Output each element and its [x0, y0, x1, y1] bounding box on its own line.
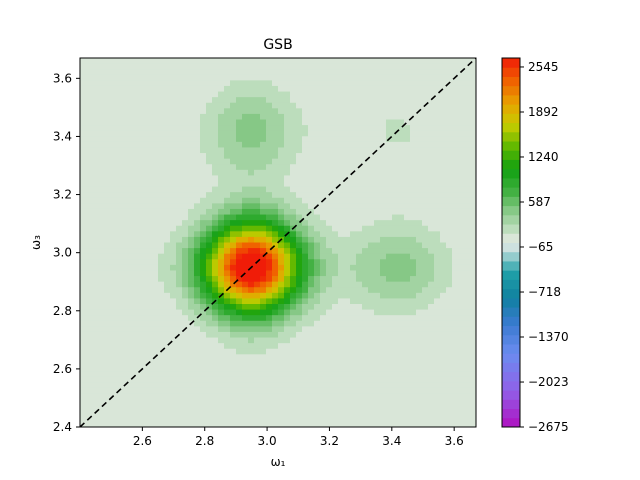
y-tick-label: 3.0: [53, 246, 72, 260]
colorbar-level: [502, 288, 520, 299]
colorbar-level: [502, 362, 520, 373]
colorbar-level: [502, 417, 520, 428]
y-tick-label: 2.6: [53, 362, 72, 376]
colorbar-level: [502, 205, 520, 216]
colorbar-level: [502, 242, 520, 253]
y-axis: 2.4 2.6 2.8 3.0 3.2 3.4 3.6: [53, 71, 80, 434]
x-axis-label: ω₁: [271, 455, 286, 469]
diagonal-line: [80, 58, 476, 427]
colorbar-level: [502, 251, 520, 262]
colorbar-level: [502, 334, 520, 345]
colorbar-tick-label: 1892: [528, 105, 559, 119]
colorbar-level: [502, 113, 520, 124]
colorbar-level: [502, 141, 520, 151]
colorbar-level: [502, 353, 520, 363]
colorbar-level: [502, 94, 520, 105]
colorbar-level: [502, 399, 520, 410]
colorbar-level: [502, 67, 520, 77]
colorbar-level: [502, 122, 520, 133]
colorbar-tick-label: −1370: [528, 330, 569, 344]
colorbar-tick-label: −65: [528, 240, 553, 254]
colorbar-level: [502, 168, 520, 179]
chart-title: GSB: [263, 37, 292, 53]
colorbar-tick-label: 587: [528, 195, 551, 209]
y-tick-label: 3.2: [53, 188, 72, 202]
colorbar-level: [502, 187, 520, 197]
colorbar-level: [502, 380, 520, 391]
colorbar-level: [502, 371, 520, 382]
contour-fill: [80, 58, 476, 427]
colorbar-ticks: 2545 1892 1240 587 −65 −718 −1370 −2023 −2675: [520, 60, 569, 434]
colorbar-level: [502, 159, 520, 170]
plot-frame: [79, 57, 477, 428]
y-tick-label: 2.8: [53, 304, 72, 318]
colorbar-tick-label: 2545: [528, 60, 559, 74]
colorbar-level: [502, 297, 520, 308]
colorbar-level: [502, 233, 520, 243]
y-tick-label: 3.6: [53, 71, 72, 85]
colorbar-level: [502, 307, 520, 317]
x-tick-label: 2.6: [133, 434, 152, 448]
colorbar-level: [502, 325, 520, 336]
colorbar-tick-label: −2675: [528, 420, 569, 434]
colorbar-level: [502, 279, 520, 290]
x-tick-label: 3.6: [445, 434, 464, 448]
colorbar-level: [502, 316, 520, 327]
colorbar-tick-label: −2023: [528, 375, 569, 389]
y-axis-label: ω₃: [29, 235, 43, 250]
colorbar-level: [502, 76, 520, 87]
colorbar-level: [502, 131, 520, 142]
y-tick-label: 2.4: [53, 420, 72, 434]
colorbar-level: [502, 177, 520, 188]
colorbar-level: [502, 260, 520, 271]
colorbar-tick-label: 1240: [528, 150, 559, 164]
x-tick-label: 2.8: [195, 434, 214, 448]
colorbar-tick-label: −718: [528, 285, 561, 299]
x-tick-label: 3.0: [258, 434, 277, 448]
colorbar-level: [502, 270, 520, 280]
colorbar-frame: [501, 57, 521, 428]
colorbar-level: [502, 58, 520, 68]
colorbar-level: [502, 390, 520, 400]
x-tick-label: 3.2: [320, 434, 339, 448]
colorbar-level: [502, 224, 520, 234]
y-tick-label: 3.4: [53, 129, 72, 143]
colorbar-level: [502, 214, 520, 225]
colorbar-level: [502, 196, 520, 207]
colorbar-level: [502, 343, 520, 354]
colorbar: [501, 57, 521, 428]
colorbar-level: [502, 408, 520, 419]
x-tick-label: 3.4: [382, 434, 401, 448]
colorbar-level: [502, 150, 520, 160]
colorbar-level: [502, 104, 520, 114]
colorbar-level: [502, 85, 520, 96]
x-axis: 2.6 2.8 3.0 3.2 3.4 3.6: [133, 427, 464, 448]
